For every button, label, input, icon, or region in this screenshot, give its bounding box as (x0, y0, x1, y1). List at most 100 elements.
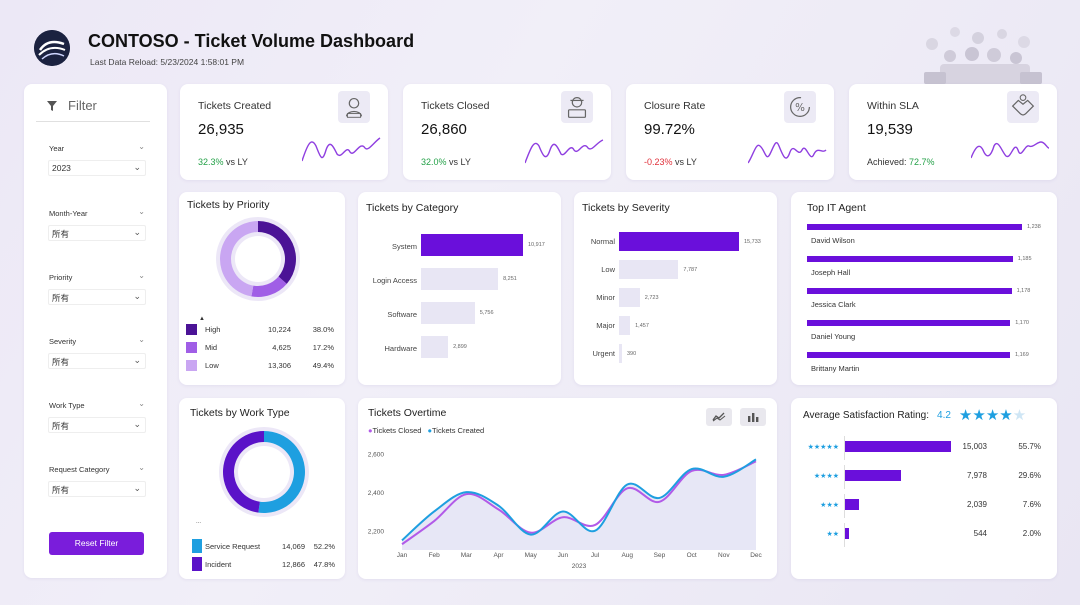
kpi-value: 26,860 (421, 121, 467, 138)
series-line-tickets-created[interactable] (401, 458, 757, 542)
collapse-chevron-icon[interactable]: ⌄ (138, 335, 145, 344)
chevron-down-icon: ⌄ (133, 419, 141, 429)
severity-card: Tickets by Severity Normal 15,733 Low 7,787… (574, 192, 777, 385)
chevron-down-icon: ⌄ (133, 355, 141, 365)
rating-bar[interactable] (845, 499, 860, 510)
severity-bar[interactable] (619, 260, 679, 279)
rating-pct: 29.6% (1018, 471, 1041, 480)
agent-name: Brittany Martin (811, 364, 860, 373)
agent-name: Daniel Young (811, 332, 856, 341)
collapse-chevron-icon[interactable]: ⌄ (138, 142, 145, 151)
filter-select-request-category[interactable]: 所有 ⌄ (48, 481, 146, 497)
priority-slice-mid[interactable] (251, 276, 287, 297)
kpi-sparkline (302, 137, 381, 162)
trend-view-button[interactable] (706, 408, 732, 426)
kpi-card-within-sla: Within SLA 19,539 Achieved: 72.7% (849, 84, 1057, 180)
priority-title: Tickets by Priority (187, 199, 270, 211)
kpi-title: Tickets Closed (421, 100, 490, 112)
filter-label-severity: Severity ⌄ (49, 335, 145, 346)
category-bar[interactable] (421, 268, 499, 290)
bar-view-button[interactable] (740, 408, 766, 426)
priority-slice-high[interactable] (258, 221, 296, 284)
filter-label-request-category: Request Category ⌄ (49, 463, 145, 474)
collapse-chevron-icon[interactable]: ⌄ (138, 463, 145, 472)
filter-icon (47, 100, 57, 111)
agent-bar[interactable] (807, 256, 1013, 262)
priority-donut-hole (235, 236, 281, 282)
filter-select-month-year[interactable]: 所有 ⌄ (48, 225, 146, 241)
kpi-change: Achieved: 72.7% (867, 157, 935, 167)
support-agent-icon (338, 91, 370, 123)
agent-bar[interactable] (807, 224, 1022, 230)
priority-legend-row[interactable]: Mid 4,625 17.2% (186, 342, 336, 353)
rating-bar[interactable] (845, 528, 849, 539)
filter-heading: Filter (68, 98, 97, 113)
bar-chart-icon (748, 413, 759, 422)
kpi-sparkline (748, 142, 827, 164)
worktype-title: Tickets by Work Type (190, 407, 290, 419)
severity-bar-value: 1,457 (635, 322, 649, 329)
filter-header: Filter (46, 98, 97, 113)
kpi-card-tickets-closed: Tickets Closed 26,860 32.0% vs LY (403, 84, 611, 180)
x-tick-label: Feb (429, 552, 441, 559)
rating-bar[interactable] (845, 441, 951, 452)
rating-score: 4.2 (937, 410, 951, 421)
rating-header: Average Satisfaction Rating: 4.2 ★★★★★ (803, 408, 1026, 423)
last-reload-text: Last Data Reload: 5/23/2024 1:58:01 PM (90, 57, 245, 67)
kpi-change: 32.3% vs LY (198, 157, 248, 167)
filter-select-priority[interactable]: 所有 ⌄ (48, 289, 146, 305)
severity-bar[interactable] (619, 288, 640, 307)
worktype-legend-row[interactable]: Incident 12,866 47.8% (192, 557, 337, 571)
legend-swatch (186, 342, 197, 353)
severity-bar[interactable] (619, 232, 739, 251)
x-tick-label: Jun (558, 552, 569, 559)
axis-line (844, 494, 845, 518)
worktype-legend-row[interactable]: Service Request 14,069 52.2% (192, 539, 337, 553)
x-tick-label: May (525, 552, 538, 559)
rating-stars-label: ★★★ (820, 502, 839, 509)
agent-bar-value: 1,169 (1015, 352, 1029, 358)
page-title: CONTOSO - Ticket Volume Dashboard (88, 31, 415, 51)
rating-bar[interactable] (845, 470, 902, 481)
filter-select-year[interactable]: 2023 ⌄ (48, 160, 146, 176)
worktype-donut (219, 427, 309, 517)
filter-divider (36, 121, 150, 122)
category-bar[interactable] (421, 234, 523, 256)
category-card: Tickets by Category System 10,917 Login Ac… (358, 192, 561, 385)
category-bar[interactable] (421, 302, 475, 324)
priority-legend-row[interactable]: High 10,224 38.0% (186, 324, 336, 335)
legend-swatch (186, 324, 197, 335)
x-tick-label: Aug (621, 552, 633, 559)
kpi-change: -0.23% vs LY (644, 157, 697, 167)
category-bar[interactable] (421, 336, 449, 358)
y-tick-label: 2,200 (368, 529, 385, 536)
collapse-chevron-icon[interactable]: ⌄ (138, 207, 145, 216)
priority-legend-row[interactable]: Low 13,306 49.4% (186, 360, 336, 371)
agent-bar[interactable] (807, 320, 1011, 326)
worktype-slice-service-request[interactable] (258, 431, 306, 513)
rating-stars-label: ★★ (826, 531, 839, 538)
category-bar-value: 8,251 (503, 276, 517, 282)
agent-bar[interactable] (807, 288, 1012, 294)
category-bar-label: Software (387, 310, 417, 319)
filter-panel (24, 84, 167, 578)
collapse-chevron-icon[interactable]: ⌄ (138, 399, 145, 408)
severity-bar-value: 7,787 (683, 266, 698, 273)
reset-filter-button[interactable]: Reset Filter (49, 532, 144, 555)
filter-label-priority: Priority ⌄ (49, 271, 145, 282)
severity-bar[interactable] (619, 344, 622, 363)
severity-bar[interactable] (619, 316, 631, 335)
svg-text:%: % (795, 102, 805, 114)
priority-sort-arrow[interactable]: ▲ (199, 316, 205, 322)
priority-slice-low[interactable] (220, 221, 258, 297)
x-tick-label: Mar (461, 552, 473, 559)
severity-bar-label: Normal (590, 237, 615, 246)
filter-select-severity[interactable]: 所有 ⌄ (48, 353, 146, 369)
agent-bar[interactable] (807, 352, 1011, 358)
x-tick-label: Oct (687, 552, 697, 559)
agent-bar-value: 1,238 (1027, 224, 1041, 230)
chevron-down-icon: ⌄ (133, 291, 141, 301)
worktype-slice-incident[interactable] (223, 431, 264, 513)
filter-select-work-type[interactable]: 所有 ⌄ (48, 417, 146, 433)
collapse-chevron-icon[interactable]: ⌄ (138, 271, 145, 280)
